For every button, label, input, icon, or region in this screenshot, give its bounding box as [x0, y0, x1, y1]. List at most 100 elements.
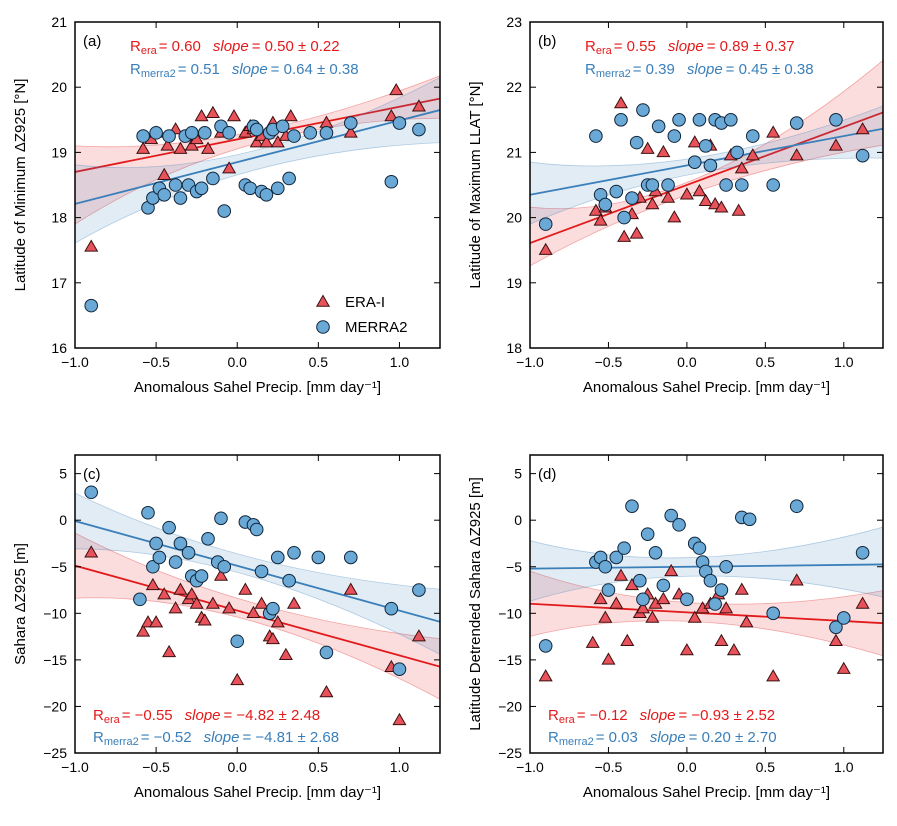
era-fit-line — [530, 602, 883, 625]
merra-data-point — [672, 518, 686, 532]
merra-data-point — [724, 113, 738, 127]
era-data-point — [766, 125, 781, 138]
merra-data-point — [282, 573, 296, 588]
merra-data-point — [789, 499, 804, 514]
era-data-point — [656, 144, 671, 158]
x-tick-label: −0.5 — [142, 759, 170, 775]
merra-data-point — [719, 559, 733, 574]
y-tick-label: 17 — [51, 275, 67, 291]
merra-data-point — [730, 145, 744, 160]
stat-slope-value: = 0.50 ± 0.22 — [252, 38, 340, 55]
stat-r-value: = 0.60 — [159, 38, 201, 55]
era-data-point — [692, 184, 707, 197]
stat-r-subscript: era — [596, 45, 613, 57]
era-data-point — [343, 582, 358, 595]
era-data-point — [667, 210, 682, 223]
era-data-point — [246, 605, 261, 619]
y-tick-label: 0 — [59, 512, 67, 528]
merra-data-point — [614, 113, 628, 127]
merra-data-point — [698, 139, 713, 153]
era-data-point — [197, 613, 212, 626]
y-tick-label: 22 — [506, 79, 522, 95]
merra-data-point — [84, 298, 99, 313]
era-data-point — [189, 596, 204, 609]
merra-data-point — [661, 178, 675, 192]
merra-data-point — [609, 184, 624, 199]
x-tick-label: 1.0 — [834, 759, 854, 775]
era-data-point — [645, 197, 660, 210]
era-data-point — [734, 161, 749, 174]
era-data-point — [828, 633, 843, 646]
era-data-point — [661, 190, 676, 203]
era-data-point — [698, 193, 713, 207]
y-axis-label: Sahara ΔZ925 [m] — [12, 543, 29, 665]
era-data-point — [719, 601, 734, 614]
merra-stats-text: Rmerra2 = 0.51 slope = 0.64 ± 0.38 — [130, 61, 359, 80]
y-tick-label: −5 — [51, 559, 67, 575]
stat-r-prefix: R — [585, 61, 596, 78]
merra-data-point — [152, 550, 167, 565]
merra-data-point — [162, 520, 176, 535]
merra-data-point — [157, 187, 172, 202]
merra-data-point — [270, 181, 285, 196]
era-data-point — [714, 633, 729, 646]
x-tick-label: 1.0 — [390, 759, 410, 775]
merra-data-point — [392, 116, 407, 130]
x-tick-label: −0.5 — [595, 354, 623, 370]
x-tick-label: 0.0 — [227, 354, 247, 370]
era-data-point — [136, 141, 151, 154]
merra-data-point — [266, 601, 280, 616]
legend-merra-marker — [316, 320, 330, 334]
merra-data-point — [412, 122, 426, 137]
merra-data-point — [249, 522, 264, 537]
plot-area — [530, 59, 883, 267]
stat-r-subscript: merra2 — [559, 736, 594, 748]
era-data-point — [283, 109, 298, 122]
merra-data-point — [538, 639, 553, 653]
era-data-point — [238, 582, 253, 595]
x-tick-label: −0.5 — [142, 354, 170, 370]
merra-data-point — [319, 645, 334, 660]
merra-data-point — [855, 148, 870, 163]
legend-merra-label: MERRA2 — [345, 319, 408, 336]
merra-data-point — [136, 129, 150, 143]
x-axis-label: Anomalous Sahel Precip. [mm day⁻¹] — [583, 379, 830, 396]
merra-data-point — [640, 527, 655, 541]
era-data-point — [270, 615, 285, 628]
merra-data-point — [173, 191, 188, 205]
era-data-point — [392, 712, 407, 726]
era-data-point — [222, 601, 237, 614]
era-data-point — [726, 643, 741, 656]
era-data-point — [789, 573, 804, 586]
y-tick-label: −10 — [498, 605, 522, 621]
era-data-point — [739, 615, 754, 628]
merra-data-point — [254, 564, 269, 579]
stat-slope-value: = −4.82 ± 2.48 — [224, 707, 321, 724]
merra-data-point — [703, 158, 718, 173]
merra-data-point — [687, 155, 702, 169]
merra-data-point — [181, 545, 196, 560]
era-data-point — [411, 99, 426, 112]
stat-r-prefix: R — [130, 38, 141, 55]
y-tick-label: 18 — [51, 210, 67, 226]
era-data-point — [766, 669, 781, 682]
y-tick-label: 19 — [506, 275, 522, 291]
stat-slope-label: slope — [232, 61, 268, 78]
stat-r-subscript: era — [559, 714, 576, 726]
era-fit-line — [530, 111, 883, 244]
x-tick-label: 0.0 — [677, 354, 697, 370]
era-data-point — [828, 138, 843, 151]
y-tick-label: −15 — [498, 652, 522, 668]
stat-r-prefix: R — [93, 729, 104, 746]
merra-data-point — [651, 119, 666, 134]
merra-data-point — [855, 545, 870, 560]
merra-data-point — [149, 536, 163, 551]
merra-data-point — [185, 126, 199, 140]
stat-r-prefix: R — [585, 38, 596, 55]
era-data-point — [664, 563, 679, 577]
merra-data-point — [217, 204, 232, 218]
merra-data-point — [146, 559, 160, 574]
x-tick-label: 0.5 — [756, 354, 776, 370]
merra-data-point — [84, 485, 99, 500]
era-data-point — [656, 591, 671, 605]
